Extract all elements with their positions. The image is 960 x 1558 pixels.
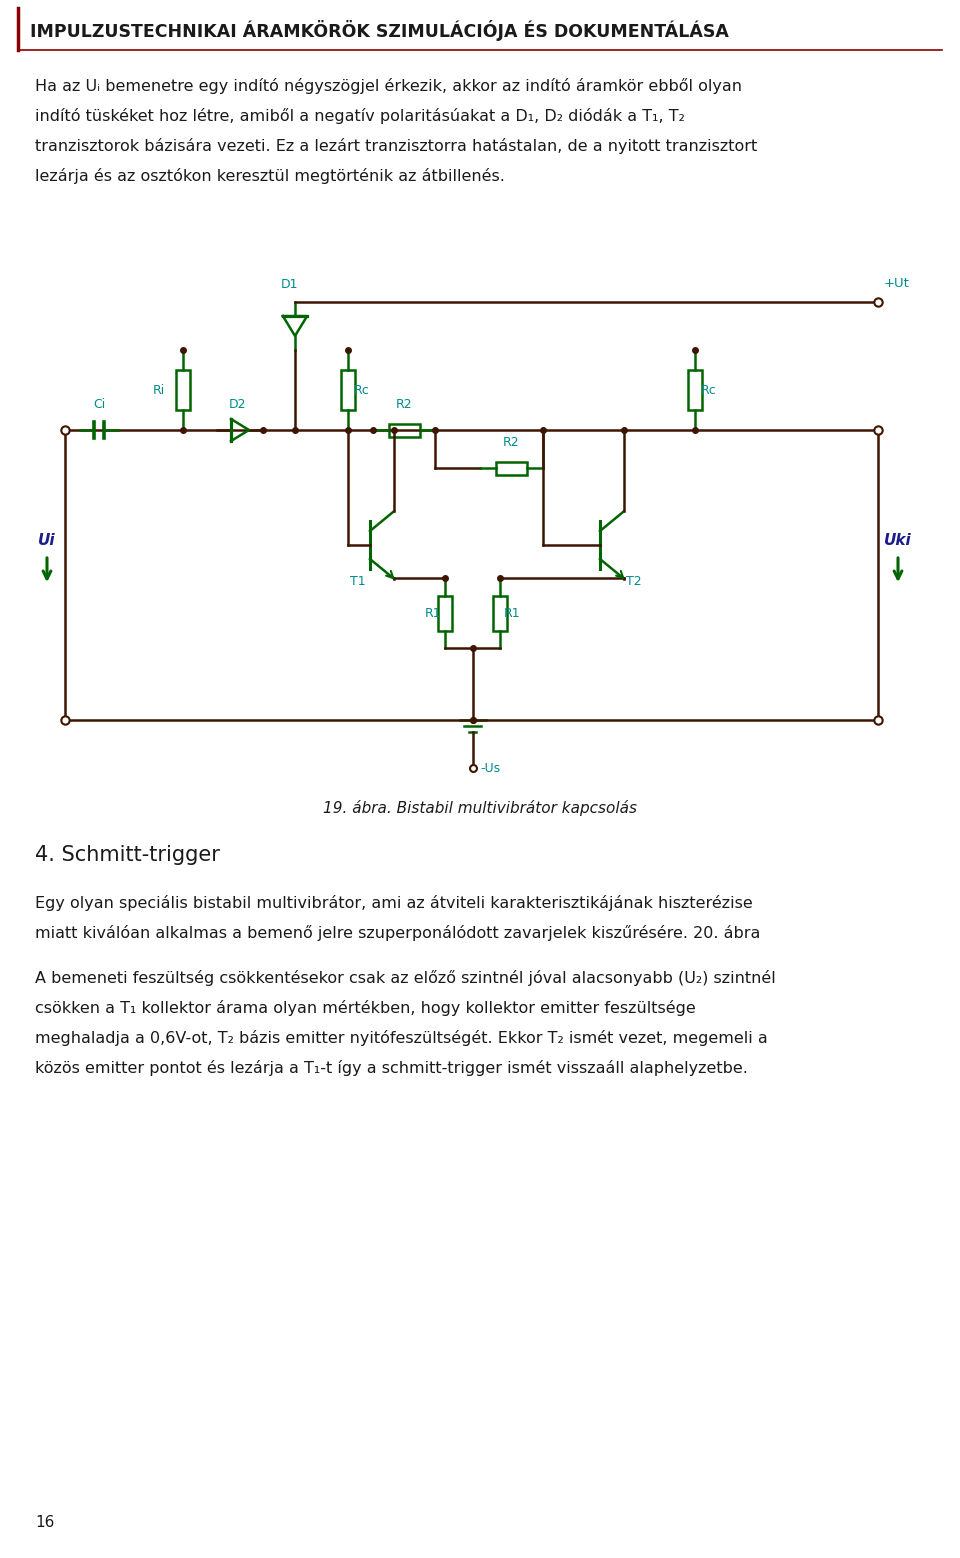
Text: R1: R1 [504, 606, 520, 620]
Text: T2: T2 [626, 575, 641, 587]
Bar [438, 595, 452, 631]
Text: lezárja és az osztókon keresztül megtörténik az átbillenés.: lezárja és az osztókon keresztül megtört… [35, 168, 505, 184]
Text: A bemeneti feszültség csökkentésekor csak az előző szintnél jóval alacsonyabb (U: A bemeneti feszültség csökkentésekor csa… [35, 971, 776, 986]
Bar [341, 369, 355, 410]
Text: Ha az Uᵢ bemenetre egy indító négyszögjel érkezik, akkor az indító áramkör ebből: Ha az Uᵢ bemenetre egy indító négyszögje… [35, 78, 742, 93]
Text: 19. ábra. Bistabil multivibrátor kapcsolás: 19. ábra. Bistabil multivibrátor kapcsol… [323, 799, 637, 816]
Text: R1: R1 [424, 606, 441, 620]
Text: Ri: Ri [153, 383, 165, 396]
Text: Egy olyan speciális bistabil multivibrátor, ami az átviteli karakterisztikájának: Egy olyan speciális bistabil multivibrát… [35, 894, 753, 911]
Text: Rc: Rc [354, 383, 370, 396]
Text: D1: D1 [281, 277, 299, 291]
Text: közös emitter pontot és lezárja a T₁-t így a schmitt-trigger ismét visszaáll ala: közös emitter pontot és lezárja a T₁-t í… [35, 1059, 748, 1077]
Text: Uki: Uki [884, 533, 912, 547]
Text: Rc: Rc [701, 383, 717, 396]
Bar [688, 369, 702, 410]
Bar [389, 424, 420, 436]
Text: miatt kiválóan alkalmas a bemenő jelre szuperponálódott zavarjelek kiszűrésére. : miatt kiválóan alkalmas a bemenő jelre s… [35, 925, 760, 941]
Text: IMPULZUSTECHNIKAI ÁRAMKÖRÖK SZIMULÁCIÓJA ÉS DOKUMENTÁLÁSA: IMPULZUSTECHNIKAI ÁRAMKÖRÖK SZIMULÁCIÓJA… [30, 20, 729, 41]
Text: -Us: -Us [481, 762, 500, 774]
Text: D2: D2 [229, 397, 247, 411]
Bar [176, 369, 190, 410]
Text: meghaladja a 0,6V-ot, T₂ bázis emitter nyitófeszültségét. Ekkor T₂ ismét vezet, : meghaladja a 0,6V-ot, T₂ bázis emitter n… [35, 1030, 768, 1045]
Bar [493, 595, 507, 631]
Text: 4. Schmitt-trigger: 4. Schmitt-trigger [35, 844, 220, 865]
Text: csökken a T₁ kollektor árama olyan mértékben, hogy kollektor emitter feszültsége: csökken a T₁ kollektor árama olyan mérté… [35, 1000, 696, 1016]
Text: R2: R2 [503, 436, 519, 449]
Text: Ui: Ui [38, 533, 56, 547]
Text: T1: T1 [350, 575, 366, 587]
Text: indító tüskéket hoz létre, amiből a negatív polaritásúakat a D₁, D₂ diódák a T₁,: indító tüskéket hoz létre, amiből a nega… [35, 108, 684, 125]
Text: 16: 16 [35, 1514, 55, 1530]
Text: +Ut: +Ut [884, 277, 910, 290]
Bar [495, 461, 527, 475]
Text: R2: R2 [396, 397, 412, 411]
Text: Ci: Ci [93, 397, 106, 411]
Text: tranzisztorok bázisára vezeti. Ez a lezárt tranzisztorra hatástalan, de a nyitot: tranzisztorok bázisára vezeti. Ez a lezá… [35, 139, 757, 154]
